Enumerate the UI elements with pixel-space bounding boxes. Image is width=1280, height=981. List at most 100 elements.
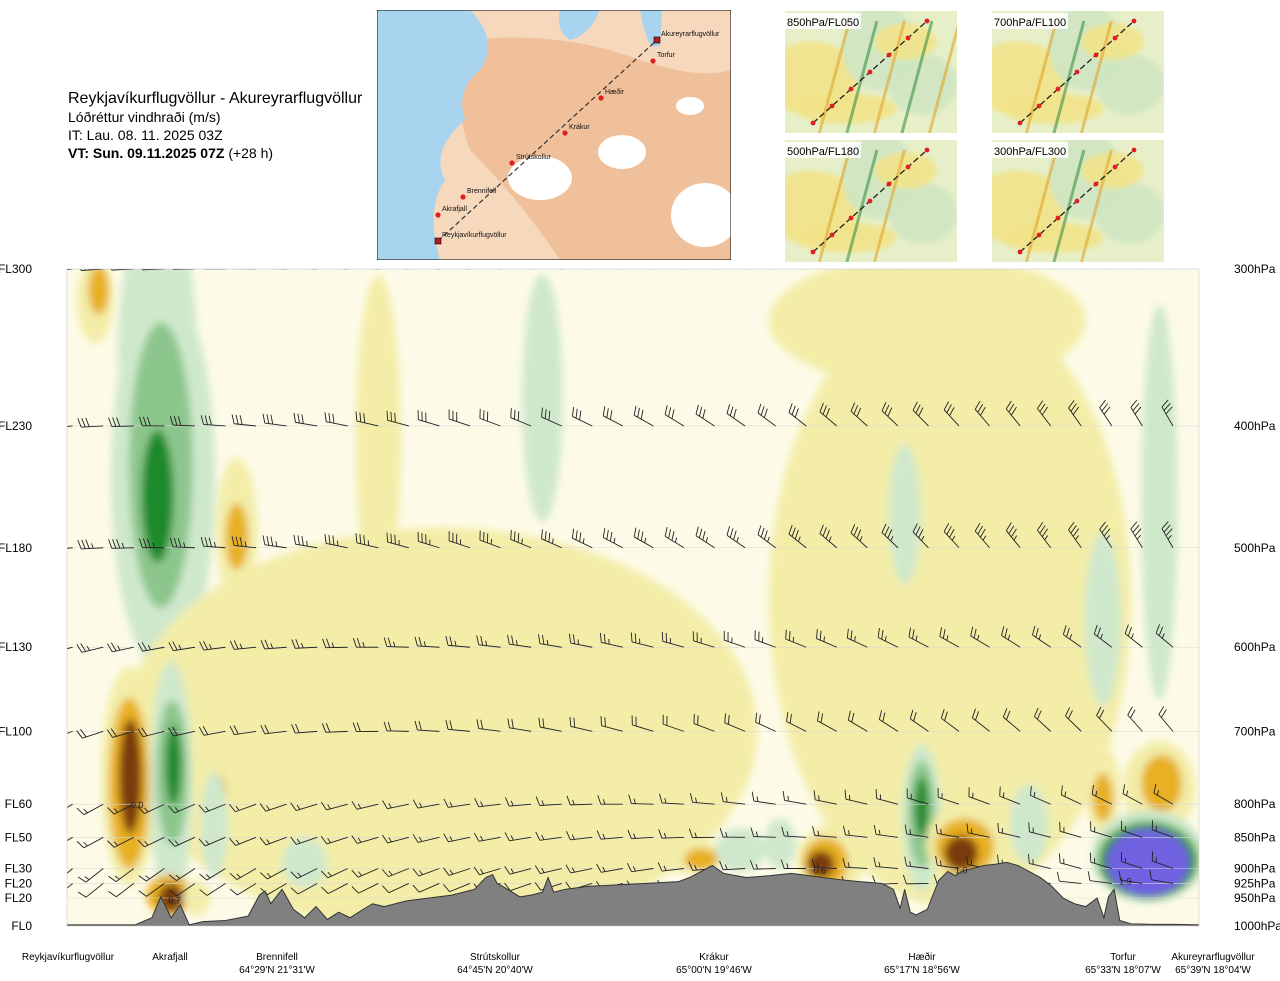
wind-barb xyxy=(260,868,287,880)
wind-barb xyxy=(199,883,226,896)
wind-barb xyxy=(1068,521,1082,549)
wind-barb xyxy=(77,539,104,550)
wind-barb xyxy=(479,530,501,549)
valid-time: VT: Sun. 09.11.2025 07Z (+28 h) xyxy=(68,144,362,162)
wind-barb xyxy=(1149,870,1174,884)
waypoint-labels: Reykjavíkurflugvöllur Akrafjall Brennifell… xyxy=(22,951,1255,976)
wind-barb xyxy=(628,794,654,805)
wind-barb xyxy=(662,714,685,732)
wind-barb xyxy=(724,713,746,732)
wind-barb xyxy=(108,868,135,883)
waypoint-name: Torfur xyxy=(1110,952,1136,963)
wind-barb xyxy=(1091,784,1113,805)
wind-barb xyxy=(290,868,318,879)
wind-barb xyxy=(719,860,746,871)
wind-barb xyxy=(169,415,195,427)
wind-barb xyxy=(76,729,104,739)
wind-barb xyxy=(535,831,562,841)
wind-barb xyxy=(383,637,409,648)
wind-barb xyxy=(291,723,318,734)
level-map-streak xyxy=(845,149,879,262)
level-map-waypoint xyxy=(1036,232,1042,238)
wind-barb xyxy=(755,712,776,732)
level-map-waypoint xyxy=(1112,35,1118,41)
wind-barb xyxy=(137,727,165,738)
field-cell xyxy=(320,801,357,867)
route-map-sea-west xyxy=(377,10,488,260)
waypoint-coord: 64°45'N 20°40'W xyxy=(457,965,533,976)
wind-barb xyxy=(878,710,899,732)
right-axis-label: 700hPa xyxy=(1234,724,1276,738)
wind-barb xyxy=(307,269,318,270)
level-map-streak xyxy=(1024,149,1058,262)
wind-barb xyxy=(229,868,257,880)
wind-barb xyxy=(1001,626,1021,648)
wind-barb xyxy=(351,835,379,844)
waypoint-name: Reykjavíkurflugvöllur xyxy=(22,952,115,963)
route-map-fjord-north xyxy=(558,10,600,40)
wind-barb xyxy=(1161,399,1174,427)
wind-barb xyxy=(541,529,562,549)
field-cell xyxy=(1141,304,1178,701)
wind-barb xyxy=(108,883,135,898)
route-map-waypoint xyxy=(509,160,515,166)
wind-barb xyxy=(943,401,960,427)
wind-barb xyxy=(443,867,471,876)
wind-barb xyxy=(473,866,501,876)
wind-barb xyxy=(504,866,532,875)
wind-barb xyxy=(351,801,379,810)
wind-barb xyxy=(1130,399,1143,427)
route-map-waypoint xyxy=(650,58,656,64)
waypoint-name: Hæðir xyxy=(908,951,936,963)
level-map: 850hPa/FL050 xyxy=(785,11,957,133)
right-axis-label: 400hPa xyxy=(1234,419,1276,433)
wind-barb xyxy=(719,827,746,838)
wind-barb xyxy=(510,529,532,549)
wind-barb xyxy=(351,883,379,894)
level-map-cell xyxy=(1000,93,1104,124)
wind-barb xyxy=(107,642,134,653)
wind-barb xyxy=(229,803,257,813)
level-map-label-bg xyxy=(992,13,1068,29)
right-axis: 300hPa 400hPa 500hPa 600hPa 700hPa 800hPa 850h… xyxy=(1234,262,1280,933)
route-map: Akureyrarflugvöllur Torfur Hæðir Krákur Strú… xyxy=(377,10,731,260)
wind-barb xyxy=(507,634,532,648)
wind-barb xyxy=(106,728,134,738)
wind-barb xyxy=(322,638,348,649)
level-map-waypoint xyxy=(1017,249,1023,255)
level-map-cell xyxy=(1081,23,1144,60)
wind-barb xyxy=(943,523,960,549)
wind-barb xyxy=(504,832,532,842)
wind-barb xyxy=(904,856,929,869)
wind-barb xyxy=(320,868,348,879)
wind-barb xyxy=(842,825,868,838)
wind-barb xyxy=(320,801,348,811)
wind-barb xyxy=(382,883,410,894)
wind-barb xyxy=(819,524,838,549)
level-map: 500hPa/FL180 xyxy=(785,140,957,262)
wind-barb xyxy=(138,868,165,882)
wind-barb xyxy=(630,632,654,648)
wind-barb xyxy=(999,786,1021,805)
level-map-cell xyxy=(1095,53,1164,115)
wind-barb xyxy=(1099,399,1113,427)
wind-barb xyxy=(937,787,960,805)
route-map-label: Akrafjall xyxy=(442,206,467,213)
wind-barb xyxy=(842,857,868,869)
wind-barb xyxy=(786,712,807,732)
wind-barb xyxy=(67,547,73,549)
route-map-airport xyxy=(653,36,661,44)
level-map-streak xyxy=(1079,149,1113,262)
chart-header: Reykjavíkurflugvöllur - Akureyrarflugvöl… xyxy=(68,90,362,162)
right-axis-label: 900hPa xyxy=(1234,862,1276,876)
field-cell xyxy=(240,828,291,885)
level-map-waypoint xyxy=(905,164,911,170)
wind-barb xyxy=(1151,851,1174,869)
wind-barb xyxy=(1028,853,1051,869)
wind-barb xyxy=(565,864,593,874)
level-map-waypoint xyxy=(905,35,911,41)
right-axis-label: 850hPa xyxy=(1234,830,1276,844)
right-axis-label: 950hPa xyxy=(1234,891,1276,905)
wind-barb xyxy=(1122,784,1143,805)
level-map-waypoint xyxy=(1131,147,1137,153)
